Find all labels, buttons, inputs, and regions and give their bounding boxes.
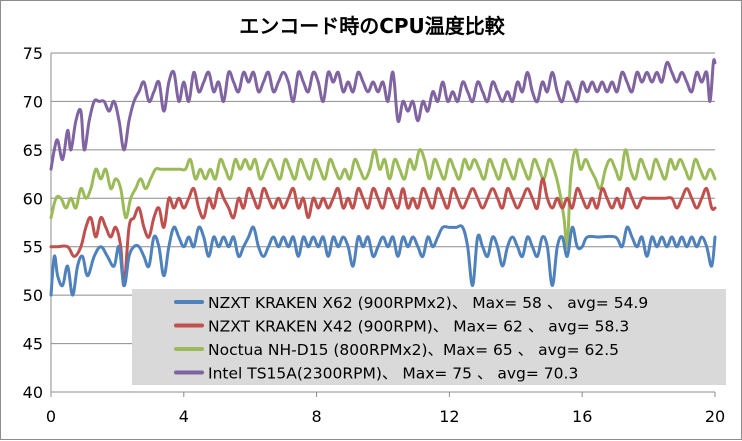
y-tick-label: 70 xyxy=(23,92,43,111)
legend-label: Noctua NH-D15 (800RPMx2)、Max= 65 、 avg= … xyxy=(208,341,619,359)
x-tick-label: 0 xyxy=(46,407,56,426)
y-tick-label: 50 xyxy=(23,286,43,305)
axes: 40 45 50 55 60 65 70 75 0 4 8 12 16 20 xyxy=(23,44,726,426)
legend-label: NZXT KRAKEN X42 (900RPM)、 Max= 62 、 avg=… xyxy=(208,318,629,336)
y-tick-label: 45 xyxy=(23,335,43,354)
y-tick-label: 65 xyxy=(23,141,43,160)
x-tick-label: 8 xyxy=(312,407,322,426)
y-tick-label: 40 xyxy=(23,383,43,402)
series-line-1 xyxy=(49,177,717,287)
legend-label: NZXT KRAKEN X62 (900RPMx2)、 Max= 58 、 av… xyxy=(208,294,648,312)
legend-label: Intel TS15A(2300RPM)、 Max= 75 、 avg= 70.… xyxy=(208,365,578,383)
chart-title: エンコード時のCPU温度比較 xyxy=(239,14,506,38)
y-tick-label: 55 xyxy=(23,238,43,257)
series-line-0 xyxy=(49,224,717,297)
legend: NZXT KRAKEN X62 (900RPMx2)、 Max= 58 、 av… xyxy=(132,289,726,385)
x-tick-label: 16 xyxy=(572,407,592,426)
series-line-2 xyxy=(49,148,717,250)
x-tick-label: 4 xyxy=(179,407,189,426)
y-tick-label: 75 xyxy=(23,44,43,63)
legend-box xyxy=(132,289,726,385)
series-lines xyxy=(49,58,717,297)
x-tick-label: 20 xyxy=(705,407,725,426)
series-line-3 xyxy=(49,58,717,171)
y-tick-label: 60 xyxy=(23,189,43,208)
x-tick-label: 12 xyxy=(439,407,459,426)
